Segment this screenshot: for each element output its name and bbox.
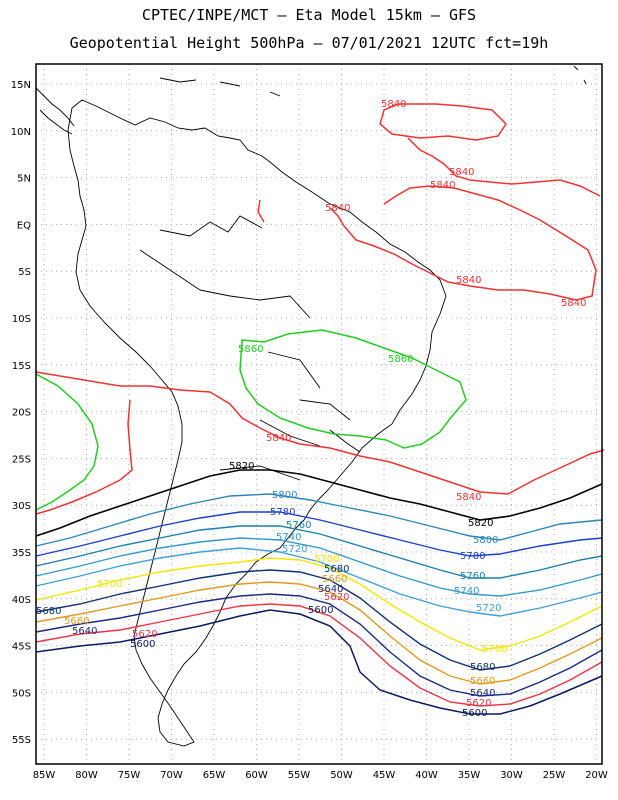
lon-tick-label: 25W [543, 770, 566, 781]
lon-tick-label: 35W [458, 770, 481, 781]
label-5840: 5840 [449, 167, 474, 178]
lon-tick-label: 85W [33, 770, 56, 781]
label-5740: 5740 [454, 586, 479, 597]
contour-5800 [35, 493, 603, 547]
lat-tick-label: EQ [17, 220, 31, 231]
lat-tick-label: 15S [12, 361, 31, 372]
lat-tick-label: 40S [12, 595, 31, 606]
country-borders [139, 215, 361, 481]
lat-tick-label: 5S [18, 267, 31, 278]
lon-tick-label: 65W [203, 770, 226, 781]
label-5620: 5620 [132, 629, 157, 640]
contour-5760 [35, 525, 603, 579]
map-subtitle: Geopotential Height 500hPa – 07/01/2021 … [69, 34, 549, 52]
label-5780: 5780 [460, 551, 485, 562]
lon-tick-label: 20W [585, 770, 608, 781]
label-5840: 5840 [456, 492, 481, 503]
label-5600: 5600 [308, 605, 333, 616]
contour-5640 [35, 593, 603, 697]
lat-lon-grid [36, 64, 602, 764]
lon-tick-label: 55W [288, 770, 311, 781]
label-5640: 5640 [318, 584, 343, 595]
contour-5600 [35, 609, 603, 715]
label-5760: 5760 [460, 571, 485, 582]
lon-tick-label: 45W [373, 770, 396, 781]
lat-tick-label: 50S [12, 688, 31, 699]
map-frame [35, 63, 603, 765]
lat-tick-label: 30S [12, 501, 31, 512]
label-5840: 5840 [266, 433, 291, 444]
contour-5700 [35, 557, 603, 651]
map-title: CPTEC/INPE/MCT – Eta Model 15km – GFS [141, 6, 477, 24]
label-5700: 5700 [482, 644, 507, 655]
contour-5680 [35, 569, 603, 671]
contour-5780 [35, 511, 603, 557]
lat-tick-label: 5N [17, 174, 31, 185]
lat-tick-label: 20S [12, 408, 31, 419]
label-5840: 5840 [325, 203, 350, 214]
contour-5740 [35, 537, 603, 597]
label-5780: 5780 [270, 507, 295, 518]
lat-tick-label: 10S [12, 314, 31, 325]
label-5840: 5840 [456, 275, 481, 286]
label-5800: 5800 [272, 490, 297, 501]
contour-5820 [35, 469, 603, 537]
label-5760: 5760 [286, 520, 311, 531]
label-5620: 5620 [466, 698, 491, 709]
lat-tick-label: 15N [11, 80, 31, 91]
label-5600: 5600 [462, 708, 487, 719]
label-5720: 5720 [282, 544, 307, 555]
lon-tick-label: 70W [160, 770, 183, 781]
label-5600: 5600 [130, 639, 155, 650]
label-5840: 5840 [430, 180, 455, 191]
label-5860: 5860 [238, 344, 263, 355]
lat-tick-label: 25S [12, 454, 31, 465]
lat-tick-label: 45S [12, 642, 31, 653]
central-america-coast [35, 87, 75, 135]
label-5840: 5840 [381, 99, 406, 110]
label-5640: 5640 [72, 626, 97, 637]
south-america-coast [67, 99, 447, 747]
lat-tick-label: 10N [11, 127, 31, 138]
label-5680: 5680 [470, 662, 495, 673]
contour-5840 [35, 103, 605, 515]
label-5800: 5800 [473, 535, 498, 546]
lat-tick-label: 35S [12, 548, 31, 559]
contour-labels: 5840 5840 5840 5840 5840 5840 5840 5840 … [36, 99, 586, 719]
label-5840: 5840 [561, 298, 586, 309]
lon-tick-label: 80W [75, 770, 98, 781]
lon-tick-label: 40W [415, 770, 438, 781]
label-5700: 5700 [314, 554, 339, 565]
label-5640: 5640 [470, 688, 495, 699]
lon-tick-label: 50W [330, 770, 353, 781]
contour-5620 [35, 603, 603, 707]
lon-tick-label: 75W [118, 770, 141, 781]
label-5700: 5700 [97, 579, 122, 590]
coastlines [35, 65, 587, 747]
axis-tick-labels: 15N 10N 5N EQ 5S 10S 15S 20S 25S 30S 35S 40S 45S 50S 5… [11, 80, 608, 781]
contour-5720 [35, 547, 603, 617]
label-5620: 5620 [324, 592, 349, 603]
lon-tick-label: 30W [500, 770, 523, 781]
label-5720: 5720 [476, 603, 501, 614]
label-5660: 5660 [322, 574, 347, 585]
label-5820: 5820 [468, 518, 493, 529]
label-5860: 5860 [388, 354, 413, 365]
label-5660: 5660 [470, 676, 495, 687]
contour-5660 [35, 581, 603, 685]
lon-tick-label: 60W [245, 770, 268, 781]
label-5680: 5680 [324, 564, 349, 575]
contour-5860 [35, 329, 467, 511]
label-5660: 5660 [64, 616, 89, 627]
label-5820: 5820 [229, 461, 254, 472]
caribbean-islands [159, 65, 587, 97]
label-5680: 5680 [36, 606, 61, 617]
lat-tick-label: 55S [12, 735, 31, 746]
label-5740: 5740 [276, 532, 301, 543]
